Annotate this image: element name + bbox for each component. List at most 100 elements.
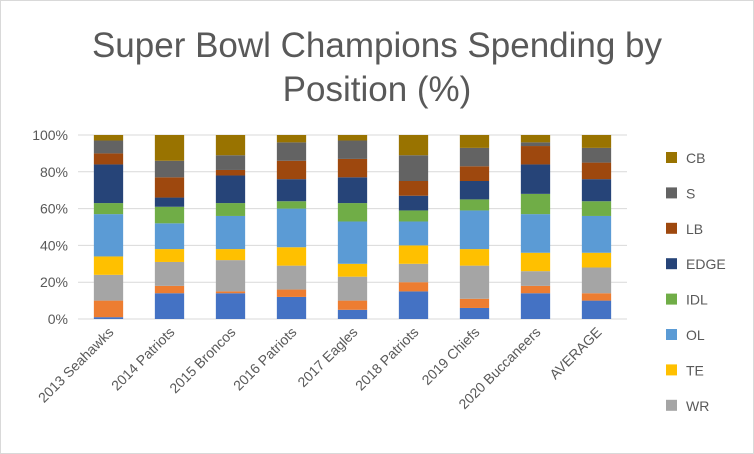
legend-label-te: TE xyxy=(686,362,704,378)
bar-segment-idl xyxy=(215,203,246,216)
y-tick-label: 100% xyxy=(32,127,68,143)
bar-segment-idl xyxy=(93,203,124,215)
bar-segment-wr xyxy=(93,274,124,301)
y-tick-label: 60% xyxy=(40,201,68,217)
bar-segment xyxy=(581,300,612,319)
bar-segment-idl xyxy=(520,193,551,215)
bar-segment xyxy=(93,300,124,318)
bar-segment-lb xyxy=(459,166,490,181)
legend-swatch-s xyxy=(666,187,677,199)
bar-segment-s xyxy=(581,147,612,163)
bar-segment-ol xyxy=(581,215,612,253)
y-tick-label: 0% xyxy=(48,311,68,327)
bar-segment xyxy=(520,293,551,319)
legend-swatch-lb xyxy=(666,222,677,234)
x-tick-label: 2017 Eagles xyxy=(294,324,360,390)
bar-segment-te xyxy=(276,247,307,266)
legend-swatch-te xyxy=(666,364,677,376)
bar-segment-cb xyxy=(520,135,551,143)
bar-segment-edge xyxy=(154,197,185,207)
bar-segment-wr xyxy=(154,261,185,286)
y-tick-label: 40% xyxy=(40,237,68,253)
bar-segment-edge xyxy=(520,164,551,194)
bar-segment xyxy=(276,289,307,297)
bar-segment-cb xyxy=(276,135,307,143)
bar-segment-edge xyxy=(581,179,612,202)
bar-segment xyxy=(215,291,246,294)
bar-segment-edge xyxy=(215,175,246,204)
bar-segment-edge xyxy=(93,164,124,204)
legend-swatch-edge xyxy=(666,258,677,270)
legend-label-cb: CB xyxy=(686,150,705,166)
bar-segment-lb xyxy=(276,160,307,180)
bar-segment-wr xyxy=(215,260,246,292)
bar-segment-ol xyxy=(276,208,307,248)
bar-segment-edge xyxy=(276,179,307,202)
bar-segment-ol xyxy=(459,210,490,250)
legend: CB S LB EDGE IDL OL TE WR xyxy=(666,150,726,414)
x-tick-label: 2018 Patriots xyxy=(352,324,422,394)
bar-segment-edge xyxy=(459,181,490,200)
bar-segment-edge xyxy=(337,177,368,204)
bar-segment-te xyxy=(398,245,429,264)
bar-segment-idl xyxy=(398,210,429,222)
bar-segment-s xyxy=(459,147,490,167)
bar-segment-te xyxy=(215,249,246,261)
legend-swatch-ol xyxy=(666,329,677,340)
x-tick-label: 2016 Patriots xyxy=(230,324,300,394)
legend-label-edge: EDGE xyxy=(686,256,726,272)
legend-swatch-wr xyxy=(666,399,677,411)
bar-segment-te xyxy=(520,252,551,272)
bar-segment-idl xyxy=(154,206,185,224)
legend-swatch-idl xyxy=(666,293,677,305)
bar-segment-lb xyxy=(581,162,612,180)
bar-segment-s xyxy=(520,142,551,147)
bar-segment-s xyxy=(398,155,429,181)
bar-segment-wr xyxy=(581,267,612,294)
x-tick-label: 2019 Chiefs xyxy=(418,324,482,388)
bar-segment-lb xyxy=(215,169,246,176)
y-tick-label: 80% xyxy=(40,164,68,180)
bar-segment-s xyxy=(215,155,246,170)
bar-segment-wr xyxy=(520,271,551,286)
legend-label-idl: IDL xyxy=(686,292,708,308)
chart-title: Super Bowl Champions Spending by Positio… xyxy=(0,24,754,112)
bar-segment-s xyxy=(276,142,307,161)
bar-segment-idl xyxy=(581,201,612,216)
chart-title-line-1: Super Bowl Champions Spending by xyxy=(91,26,663,65)
bar-segment xyxy=(337,309,368,319)
y-tick-label: 20% xyxy=(40,274,68,290)
bar-segment-lb xyxy=(154,177,185,198)
bar-segment xyxy=(154,285,185,294)
bar-segment-cb xyxy=(337,135,368,141)
bar-segment xyxy=(398,282,429,292)
bar-segment-lb xyxy=(93,153,124,165)
bar-segment xyxy=(581,293,612,301)
bar-segment xyxy=(398,291,429,319)
x-tick-label: 2013 Seahawks xyxy=(35,324,117,406)
bar-segment-s xyxy=(154,160,185,178)
bar-segment-ol xyxy=(398,221,429,246)
bar-segment-ol xyxy=(93,214,124,257)
bar-segment xyxy=(459,298,490,308)
bar-segment-ol xyxy=(337,221,368,264)
bars xyxy=(93,135,612,319)
bar-segment-lb xyxy=(520,146,551,165)
bar-segment-ol xyxy=(215,215,246,250)
bar-segment-wr xyxy=(398,263,429,283)
bar-segment-te xyxy=(581,252,612,268)
bar-segment-cb xyxy=(459,135,490,148)
legend-label-wr: WR xyxy=(686,398,709,414)
bar-segment-lb xyxy=(337,158,368,178)
bar-segment xyxy=(215,293,246,319)
bar-segment-cb xyxy=(215,135,246,156)
bar-segment-idl xyxy=(276,201,307,209)
bar-segment-wr xyxy=(459,265,490,299)
legend-label-lb: LB xyxy=(686,221,703,237)
legend-label-s: S xyxy=(686,185,695,201)
bar-segment-cb xyxy=(93,135,124,141)
bar-segment-cb xyxy=(154,135,185,161)
